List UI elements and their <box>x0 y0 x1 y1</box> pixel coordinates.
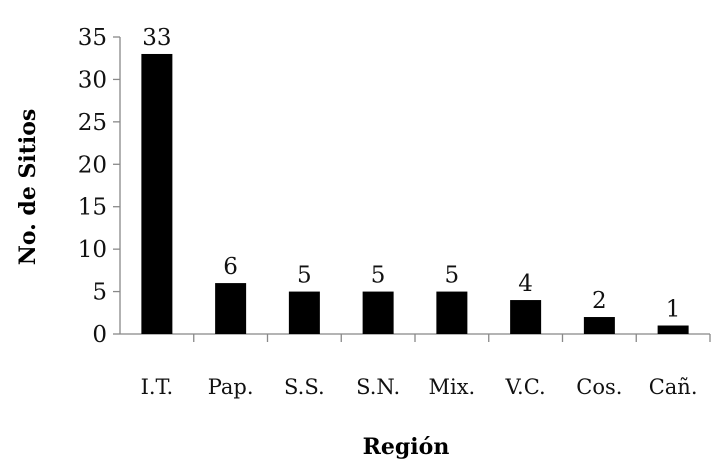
y-tick-label: 20 <box>78 152 107 178</box>
x-tick-label: S.N. <box>356 375 400 399</box>
data-label: 2 <box>592 288 607 314</box>
bar-3 <box>288 291 320 334</box>
bar-5 <box>436 291 468 334</box>
x-tick-label: Mix. <box>429 375 476 399</box>
data-label: 4 <box>518 271 533 297</box>
data-label: 5 <box>371 263 386 289</box>
bar-8 <box>657 325 689 334</box>
data-label: 1 <box>666 297 681 323</box>
data-label: 5 <box>445 263 460 289</box>
y-tick-label: 5 <box>92 280 107 306</box>
x-tick-label: I.T. <box>141 375 174 399</box>
x-tick-label: S.S. <box>284 375 325 399</box>
bar-4 <box>362 291 394 334</box>
y-tick-label: 10 <box>78 237 107 263</box>
y-tick-label: 30 <box>78 67 107 93</box>
y-ticks: 0 5 10 15 20 25 30 35 <box>78 25 120 348</box>
x-tick-label: Cos. <box>576 375 622 399</box>
y-tick-label: 35 <box>78 25 107 51</box>
bar-1 <box>141 53 173 334</box>
x-tick-label: Pap. <box>208 375 254 399</box>
data-label: 33 <box>142 25 171 51</box>
x-axis-title: Región <box>363 434 450 460</box>
y-tick-label: 0 <box>92 322 107 348</box>
data-label: 6 <box>223 254 238 280</box>
x-ticks: I.T. Pap. S.S. S.N. Mix. V.C. Cos. Cañ. <box>141 334 711 399</box>
x-tick-label: Cañ. <box>649 375 698 399</box>
x-tick-label: V.C. <box>505 375 546 399</box>
y-axis: 0 5 10 15 20 25 30 35 <box>78 25 121 348</box>
data-labels: 33 6 5 5 5 4 2 1 <box>142 25 680 323</box>
y-tick-label: 15 <box>78 195 107 221</box>
bar-series <box>141 53 689 334</box>
bar-2 <box>215 283 247 334</box>
bar-7 <box>583 317 615 334</box>
data-label: 5 <box>297 263 312 289</box>
bar-6 <box>510 300 542 334</box>
y-tick-label: 25 <box>78 110 107 136</box>
x-axis: I.T. Pap. S.S. S.N. Mix. V.C. Cos. Cañ. <box>120 333 711 399</box>
y-axis-title: No. de Sitios <box>15 109 41 266</box>
